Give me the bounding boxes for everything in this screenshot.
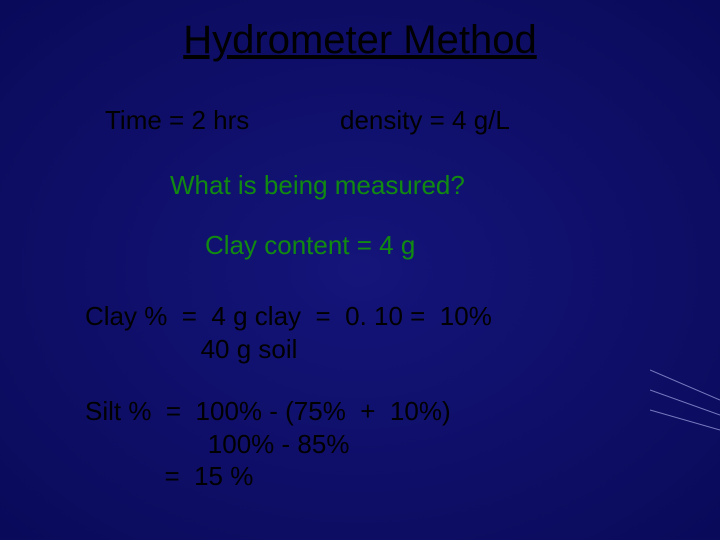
density-value: density = 4 g/L: [340, 105, 510, 136]
time-value: Time = 2 hrs: [105, 105, 249, 136]
clay-content: Clay content = 4 g: [205, 230, 415, 261]
silt-pct-line1: Silt % = 100% - (75% + 10%): [85, 395, 451, 428]
silt-pct-line3: = 15 %: [85, 460, 451, 493]
slide-title: Hydrometer Method: [0, 0, 720, 63]
clay-percent-calc: Clay % = 4 g clay = 0. 10 = 10% 40 g soi…: [85, 300, 492, 365]
slide: Hydrometer Method Time = 2 hrs density =…: [0, 0, 720, 540]
clay-pct-line1: Clay % = 4 g clay = 0. 10 = 10%: [85, 300, 492, 333]
clay-pct-line2: 40 g soil: [85, 333, 492, 366]
silt-pct-line2: 100% - 85%: [85, 428, 451, 461]
silt-percent-calc: Silt % = 100% - (75% + 10%) 100% - 85% =…: [85, 395, 451, 493]
question-text: What is being measured?: [170, 170, 465, 201]
decorative-lines-icon: [650, 360, 720, 480]
